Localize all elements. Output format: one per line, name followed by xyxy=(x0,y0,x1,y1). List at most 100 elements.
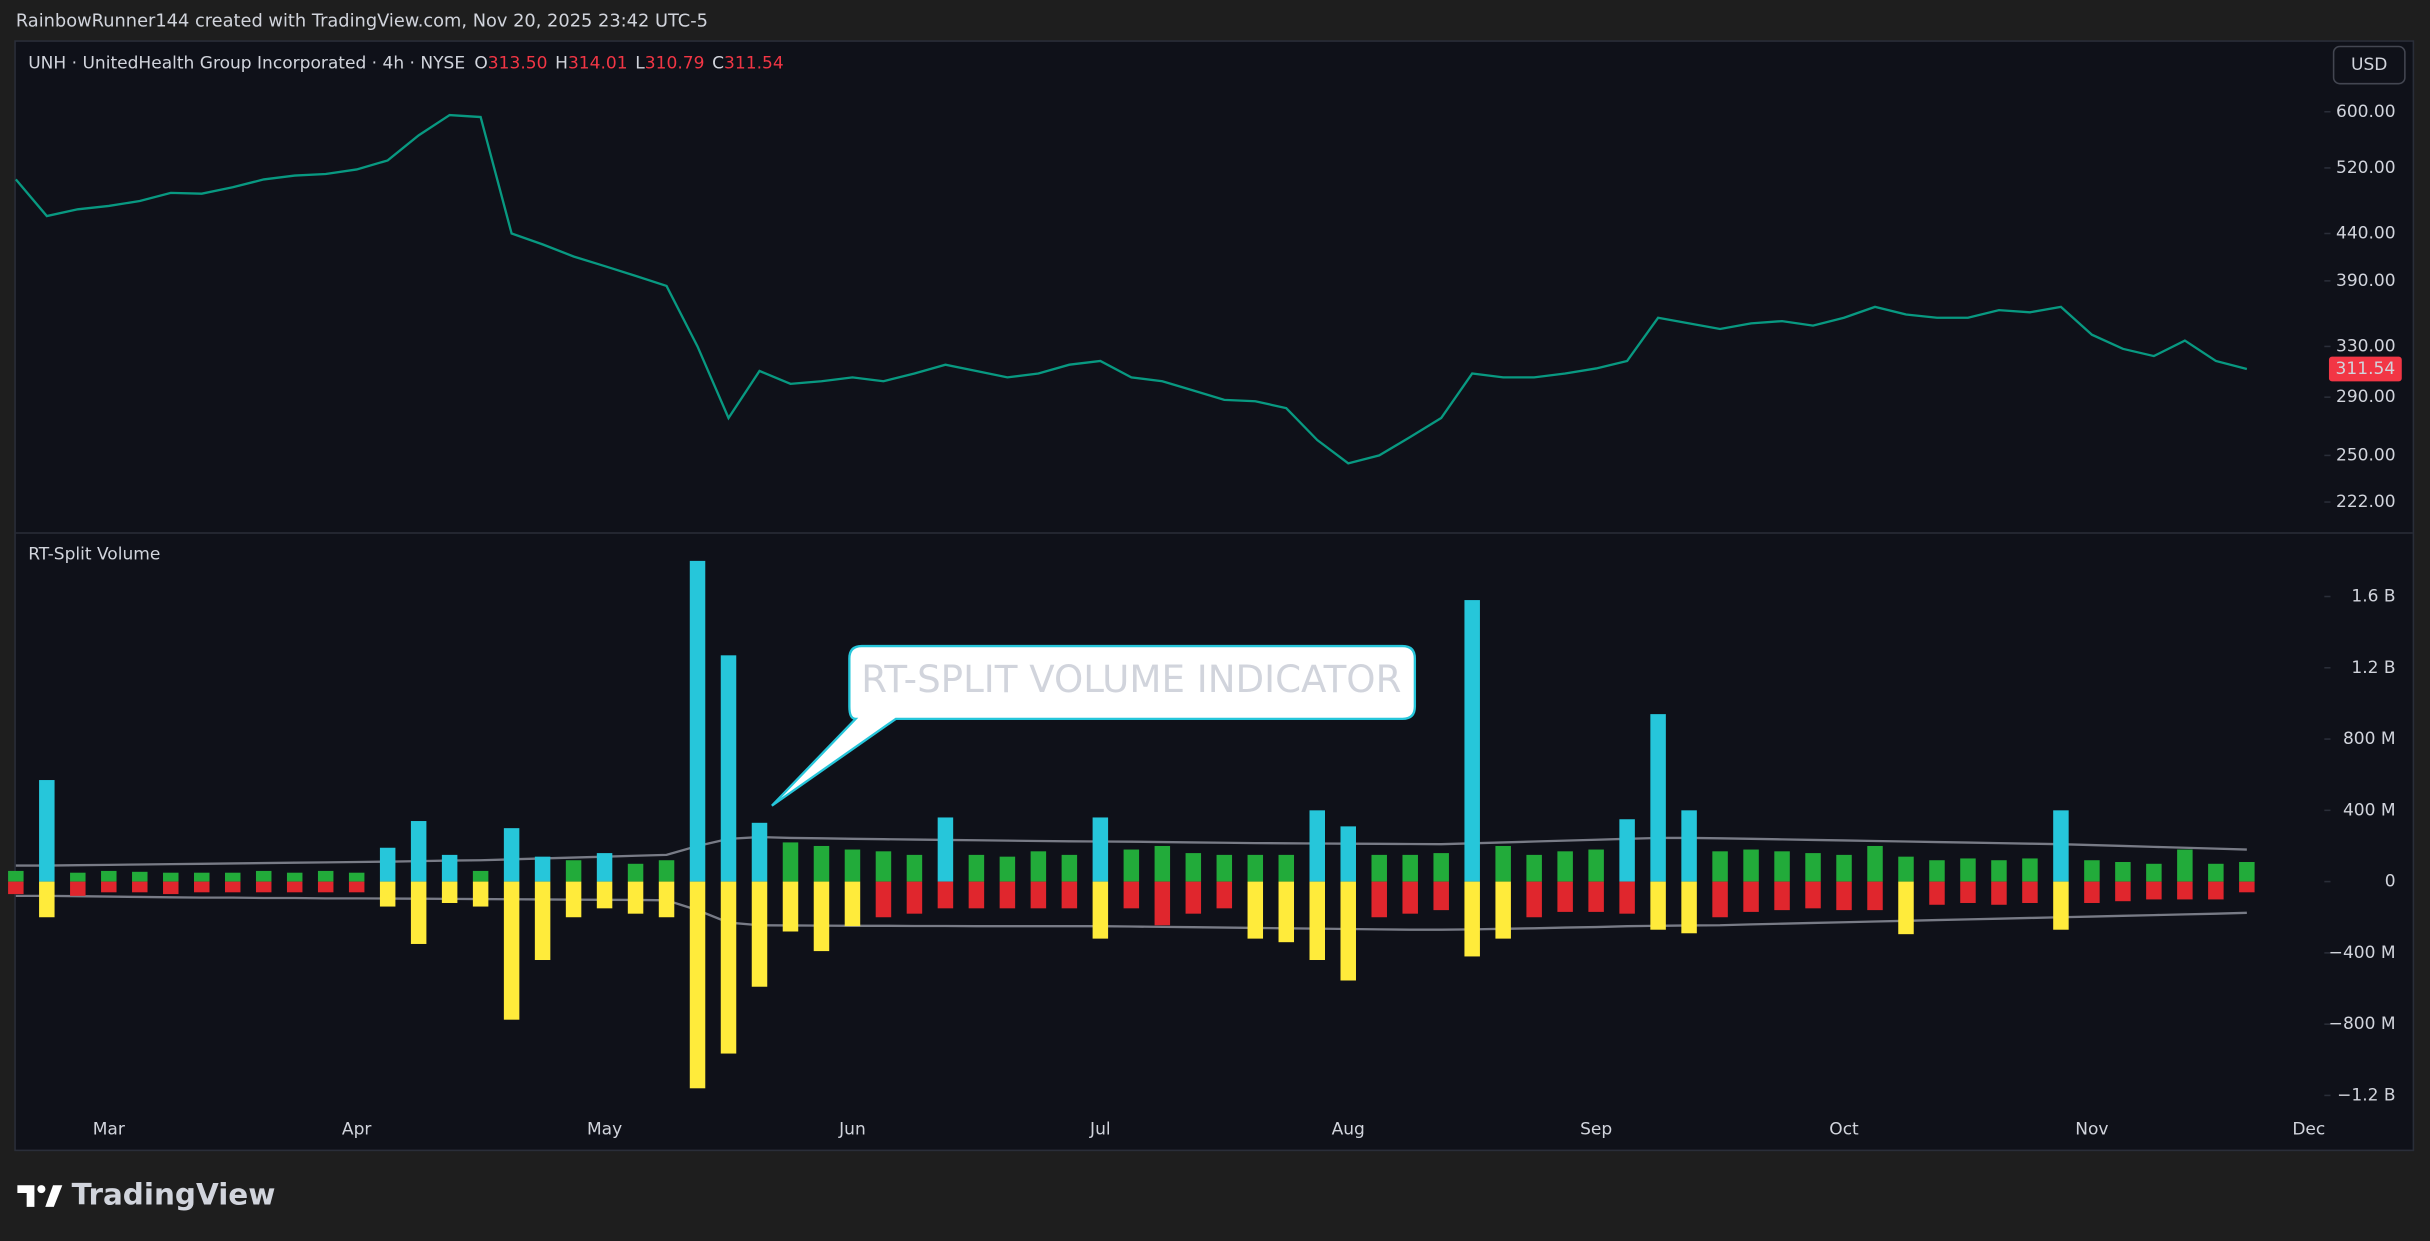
up-volume-bar xyxy=(782,842,799,882)
down-volume-bar xyxy=(379,881,396,907)
last-price-tag xyxy=(2328,356,2402,382)
down-volume-bar xyxy=(255,881,272,893)
y-tick-label: −800 M xyxy=(2329,1014,2396,1034)
y-tick-label: 800 M xyxy=(2343,729,2396,749)
up-volume-bar xyxy=(906,854,923,882)
up-volume-bar xyxy=(410,821,427,882)
down-volume-bar xyxy=(720,881,737,1054)
up-volume-bar xyxy=(1464,600,1480,882)
up-volume-bar xyxy=(1061,854,1078,882)
up-volume-bar xyxy=(1123,849,1140,882)
callout: RT-SPLIT VOLUME INDICATOR xyxy=(771,644,1417,807)
down-volume-bar xyxy=(132,881,148,893)
x-tick-label: May xyxy=(587,1119,622,1139)
up-volume-bar xyxy=(1929,860,1945,882)
up-volume-bar xyxy=(1371,854,1387,882)
brand-logo: TradingView xyxy=(17,1178,275,1212)
up-volume-bar xyxy=(2084,860,2100,882)
up-volume-bar xyxy=(1712,851,1728,882)
up-volume-bar xyxy=(2208,863,2224,882)
x-tick-label: Jun xyxy=(838,1119,866,1139)
up-volume-bar xyxy=(937,817,954,882)
down-volume-bar xyxy=(1805,881,1821,909)
up-volume-bar xyxy=(689,560,706,882)
y-tick-label: −1.2 B xyxy=(2337,1085,2395,1105)
up-volume-bar xyxy=(1588,849,1604,882)
down-volume-bar xyxy=(1681,881,1697,934)
last-price-label: 311.54 xyxy=(2336,359,2396,379)
down-volume-bar xyxy=(503,881,520,1020)
down-volume-bar xyxy=(1619,881,1635,914)
up-volume-bar xyxy=(348,872,365,882)
y-tick-label: 222.00 xyxy=(2336,492,2396,512)
up-volume-bar xyxy=(999,856,1016,882)
currency-button[interactable] xyxy=(2332,45,2406,85)
down-volume-bar xyxy=(534,881,551,961)
down-volume-bar xyxy=(1123,881,1140,909)
up-volume-bar xyxy=(255,870,272,882)
down-volume-bar xyxy=(1650,881,1666,930)
down-volume-bar xyxy=(317,881,334,893)
up-volume-bar xyxy=(194,872,210,882)
ohlc-value: 313.50 xyxy=(488,54,548,74)
up-volume-bar xyxy=(132,871,148,882)
down-volume-bar xyxy=(1464,881,1480,957)
down-volume-bar xyxy=(1712,881,1728,918)
logo-mark xyxy=(17,1185,35,1207)
down-volume-bar xyxy=(1309,881,1326,961)
down-volume-bar xyxy=(1836,881,1852,911)
y-tick-label: 1.6 B xyxy=(2351,587,2395,607)
down-volume-bar xyxy=(410,881,427,944)
down-volume-bar xyxy=(1991,881,2007,905)
ohlc-value: 311.54 xyxy=(724,54,784,74)
down-volume-bar xyxy=(1154,881,1171,926)
y-tick-label: 520.00 xyxy=(2336,158,2396,178)
down-volume-bar xyxy=(751,881,768,987)
y-tick-label: 250.00 xyxy=(2336,445,2396,465)
down-volume-bar xyxy=(1557,881,1573,912)
up-volume-bar xyxy=(1154,845,1171,882)
down-volume-bar xyxy=(2115,881,2131,902)
down-volume-bar xyxy=(937,881,954,909)
down-volume-bar xyxy=(999,881,1016,909)
down-volume-bar xyxy=(8,881,24,895)
up-volume-bar xyxy=(2022,858,2038,882)
down-volume-bar xyxy=(286,881,303,893)
up-volume-bar xyxy=(844,849,861,882)
brand-name: TradingView xyxy=(72,1178,276,1212)
down-volume-bar xyxy=(1340,881,1356,981)
indicator-title: RT-Split Volume xyxy=(28,545,160,565)
up-volume-bar xyxy=(1278,854,1295,882)
up-volume-bar xyxy=(503,828,520,882)
up-volume-bar xyxy=(1402,854,1418,882)
up-volume-bar xyxy=(1185,853,1202,882)
up-volume-bar xyxy=(627,863,644,882)
callout-text: RT-SPLIT VOLUME INDICATOR xyxy=(861,657,1401,701)
y-tick-label: 290.00 xyxy=(2336,387,2396,407)
y-tick-label: 390.00 xyxy=(2336,271,2396,291)
up-volume-bar xyxy=(441,854,458,882)
plot-layer: 222.00 250.00 290.00 330.00 390.00 440.00 520.… xyxy=(8,102,2402,1139)
down-volume-bar xyxy=(1402,881,1418,914)
down-volume-bar xyxy=(1247,881,1264,939)
down-volume-bar xyxy=(2053,881,2069,930)
up-volume-bar xyxy=(534,856,551,882)
up-volume-bar xyxy=(1681,810,1697,882)
up-volume-bar xyxy=(1619,819,1635,882)
up-volume-bar xyxy=(2146,863,2162,882)
x-tick-label: Jul xyxy=(1089,1119,1111,1139)
symbol-title: UNH · UnitedHealth Group Incorporated · … xyxy=(28,54,465,74)
currency-label[interactable]: USD xyxy=(2351,55,2387,75)
down-volume-bar xyxy=(627,881,644,914)
logo-mark xyxy=(45,1185,63,1207)
down-volume-bar xyxy=(472,881,489,907)
up-volume-bar xyxy=(1030,851,1047,882)
down-volume-bar xyxy=(813,881,830,952)
down-volume-bar xyxy=(441,881,458,903)
up-volume-bar xyxy=(472,870,489,882)
down-volume-bar xyxy=(194,881,210,893)
x-tick-label: Dec xyxy=(2292,1119,2325,1139)
ohlc-key: O xyxy=(474,54,487,74)
